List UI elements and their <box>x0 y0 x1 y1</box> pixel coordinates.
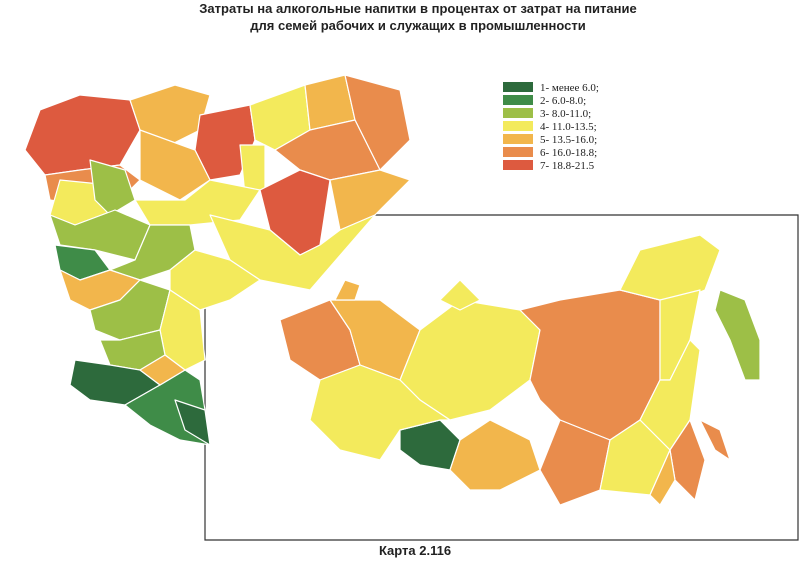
title: для семей рабочих и служащих в промышлен… <box>250 18 585 33</box>
caption: Карта 2.116 <box>379 543 451 558</box>
legend-swatch <box>503 82 533 92</box>
inset-frame <box>204 214 799 541</box>
region <box>329 169 411 231</box>
legend-swatch <box>503 160 533 170</box>
region <box>309 364 451 461</box>
region <box>174 399 211 446</box>
legend-label: 6- 16.0-18.8; <box>540 147 597 159</box>
legend-swatch <box>503 121 533 131</box>
region <box>519 289 661 441</box>
legend-label: 7- 18.8-21.5 <box>540 160 595 172</box>
region <box>139 354 186 386</box>
region <box>344 74 411 171</box>
legend-label: 4- 11.0-13.5; <box>540 121 597 133</box>
region <box>699 419 731 461</box>
region <box>139 129 211 201</box>
legend-swatch <box>503 95 533 105</box>
region <box>714 289 761 381</box>
region <box>334 279 361 301</box>
legend-label: 2- 6.0-8.0; <box>540 95 586 107</box>
regions <box>24 74 761 506</box>
region <box>619 234 721 301</box>
region <box>669 419 706 501</box>
region <box>649 449 676 506</box>
legend: 1- менее 6.0;2- 6.0-8.0;3- 8.0-11.0;4- 1… <box>503 82 599 172</box>
region <box>449 419 541 491</box>
legend-label: 3- 8.0-11.0; <box>540 108 591 120</box>
region <box>89 159 136 216</box>
legend-label: 5- 13.5-16.0; <box>540 134 597 146</box>
region <box>24 94 141 176</box>
legend-swatch <box>503 134 533 144</box>
region <box>599 419 671 496</box>
legend-swatch <box>503 147 533 157</box>
region <box>169 249 261 311</box>
legend-label: 1- менее 6.0; <box>540 82 599 94</box>
title: Затраты на алкогольные напитки в процент… <box>199 1 636 16</box>
region <box>439 279 481 311</box>
legend-swatch <box>503 108 533 118</box>
